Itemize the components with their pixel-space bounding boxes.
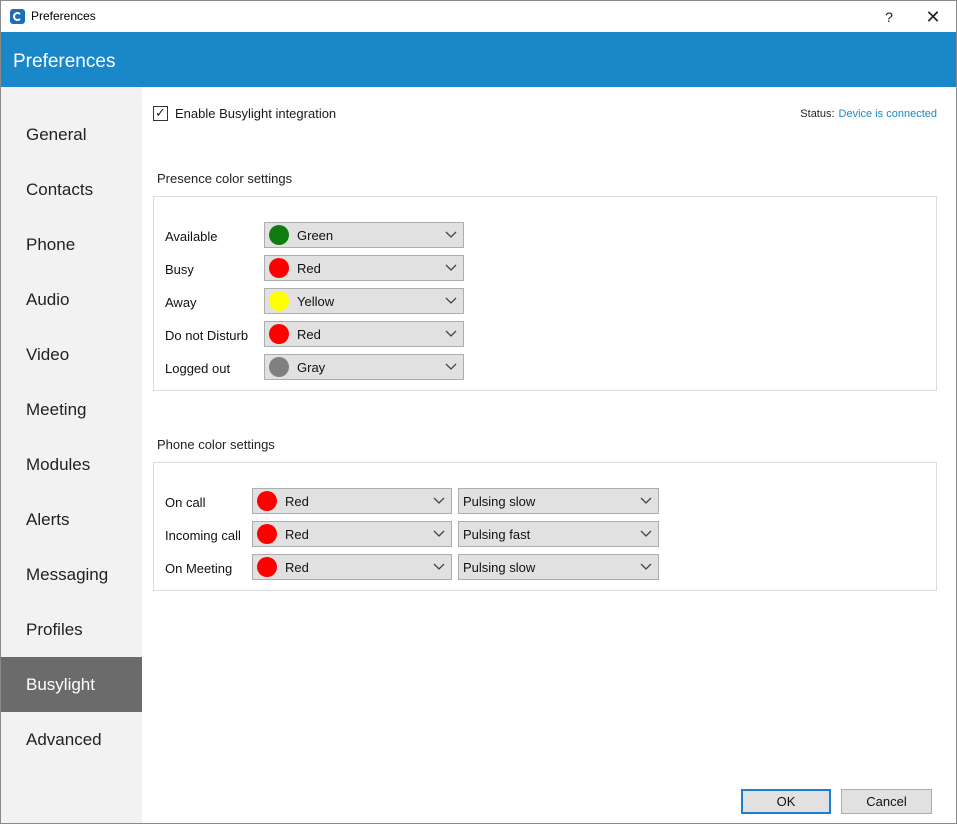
app-logo-icon bbox=[10, 9, 25, 24]
sidebar-item-messaging[interactable]: Messaging bbox=[26, 565, 109, 584]
phone-label-incoming-call: Incoming call bbox=[165, 528, 241, 543]
color-swatch bbox=[269, 291, 289, 311]
chevron-down-icon bbox=[445, 327, 457, 339]
chevron-down-icon bbox=[445, 360, 457, 372]
presence-color-select-available[interactable]: Green bbox=[264, 222, 464, 248]
presence-section-title: Presence color settings bbox=[157, 171, 293, 186]
busylight-settings-panel: ✓ Enable Busylight integration Status: De… bbox=[142, 87, 956, 823]
status-value: Device is connected bbox=[838, 108, 937, 120]
phone-pattern-select-on-call[interactable]: Pulsing slow bbox=[458, 488, 659, 514]
sidebar-item-advanced[interactable]: Advanced bbox=[26, 730, 102, 749]
color-swatch bbox=[269, 357, 289, 377]
color-value: Red bbox=[297, 261, 321, 276]
chevron-down-icon bbox=[445, 294, 457, 306]
presence-label-dnd: Do not Disturb bbox=[165, 328, 249, 343]
sidebar-item-video[interactable]: Video bbox=[26, 345, 70, 364]
enable-busylight-label: Enable Busylight integration bbox=[175, 106, 337, 121]
phone-color-select-on-call[interactable]: Red bbox=[252, 488, 452, 514]
phone-pattern-select-on-meeting[interactable]: Pulsing slow bbox=[458, 554, 659, 580]
color-value: Red bbox=[297, 327, 321, 342]
chevron-down-icon bbox=[640, 494, 652, 506]
phone-color-select-on-meeting[interactable]: Red bbox=[252, 554, 452, 580]
sidebar-item-meeting[interactable]: Meeting bbox=[26, 400, 87, 419]
chevron-down-icon bbox=[445, 261, 457, 273]
status-label: Status: bbox=[800, 108, 835, 120]
presence-label-available: Available bbox=[165, 229, 218, 244]
phone-section-title: Phone color settings bbox=[157, 437, 275, 452]
window-title: Preferences bbox=[31, 9, 96, 23]
device-status: Status: Device is connected bbox=[800, 108, 937, 120]
close-icon[interactable]: ✕ bbox=[925, 7, 941, 27]
presence-color-select-dnd[interactable]: Red bbox=[264, 321, 464, 347]
pattern-value: Pulsing slow bbox=[463, 560, 536, 575]
sidebar-item-alerts[interactable]: Alerts bbox=[26, 510, 70, 529]
presence-label-away: Away bbox=[165, 295, 197, 310]
color-swatch bbox=[269, 225, 289, 245]
sidebar: General Contacts Phone Audio Video Meeti… bbox=[1, 87, 142, 823]
sidebar-item-general[interactable]: General bbox=[26, 125, 87, 144]
help-button[interactable]: ? bbox=[885, 9, 893, 25]
presence-label-logged-out: Logged out bbox=[165, 361, 231, 376]
page-title: Preferences bbox=[13, 51, 116, 72]
presence-color-select-away[interactable]: Yellow bbox=[264, 288, 464, 314]
enable-busylight-checkbox[interactable]: ✓ Enable Busylight integration bbox=[153, 105, 337, 121]
color-value: Red bbox=[285, 527, 309, 542]
color-value: Gray bbox=[297, 360, 326, 375]
chevron-down-icon bbox=[433, 560, 445, 572]
pattern-value: Pulsing slow bbox=[463, 494, 536, 509]
chevron-down-icon bbox=[445, 228, 457, 240]
color-swatch bbox=[257, 557, 277, 577]
page-header: Preferences bbox=[1, 32, 956, 87]
sidebar-item-contacts[interactable]: Contacts bbox=[26, 180, 94, 199]
phone-pattern-select-incoming-call[interactable]: Pulsing fast bbox=[458, 521, 659, 547]
color-value: Yellow bbox=[297, 294, 335, 309]
phone-color-select-incoming-call[interactable]: Red bbox=[252, 521, 452, 547]
checkmark-icon: ✓ bbox=[155, 105, 166, 120]
color-swatch bbox=[269, 324, 289, 344]
phone-label-on-call: On call bbox=[165, 495, 206, 510]
color-swatch bbox=[257, 524, 277, 544]
sidebar-item-busylight[interactable]: Busylight bbox=[1, 657, 142, 712]
chevron-down-icon bbox=[433, 527, 445, 539]
chevron-down-icon bbox=[640, 560, 652, 572]
phone-label-on-meeting: On Meeting bbox=[165, 561, 233, 576]
presence-label-busy: Busy bbox=[165, 262, 194, 277]
sidebar-item-audio[interactable]: Audio bbox=[26, 290, 70, 309]
color-value: Red bbox=[285, 494, 309, 509]
sidebar-item-phone[interactable]: Phone bbox=[26, 235, 76, 254]
color-value: Red bbox=[285, 560, 309, 575]
sidebar-item-modules[interactable]: Modules bbox=[26, 455, 91, 474]
chevron-down-icon bbox=[433, 494, 445, 506]
color-value: Green bbox=[297, 228, 334, 243]
color-swatch bbox=[269, 258, 289, 278]
pattern-value: Pulsing fast bbox=[463, 527, 531, 542]
color-swatch bbox=[257, 491, 277, 511]
sidebar-item-profiles[interactable]: Profiles bbox=[26, 620, 83, 639]
ok-button[interactable]: OK bbox=[741, 789, 831, 814]
presence-color-select-logged-out[interactable]: Gray bbox=[264, 354, 464, 380]
title-bar: Preferences ? ✕ bbox=[1, 1, 956, 32]
cancel-button[interactable]: Cancel bbox=[841, 789, 932, 814]
chevron-down-icon bbox=[640, 527, 652, 539]
checkbox-box[interactable]: ✓ bbox=[153, 105, 168, 121]
presence-color-select-busy[interactable]: Red bbox=[264, 255, 464, 281]
